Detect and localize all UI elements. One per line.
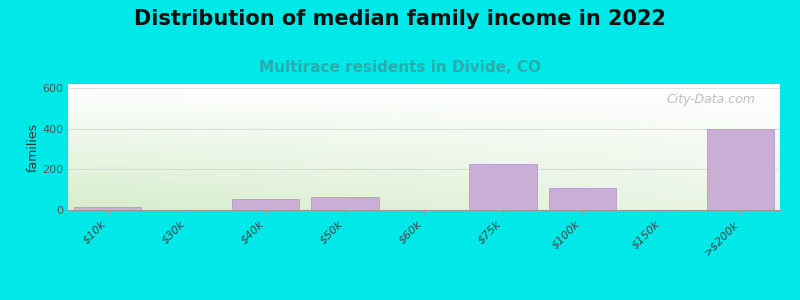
Bar <box>707 129 774 210</box>
Bar <box>311 197 378 210</box>
Bar <box>232 199 299 210</box>
Text: Distribution of median family income in 2022: Distribution of median family income in … <box>134 9 666 29</box>
Bar <box>549 188 616 210</box>
Y-axis label: families: families <box>26 122 39 172</box>
Bar <box>470 164 537 210</box>
Text: Multirace residents in Divide, CO: Multirace residents in Divide, CO <box>259 60 541 75</box>
Bar <box>74 207 141 210</box>
Text: City-Data.com: City-Data.com <box>666 93 755 106</box>
